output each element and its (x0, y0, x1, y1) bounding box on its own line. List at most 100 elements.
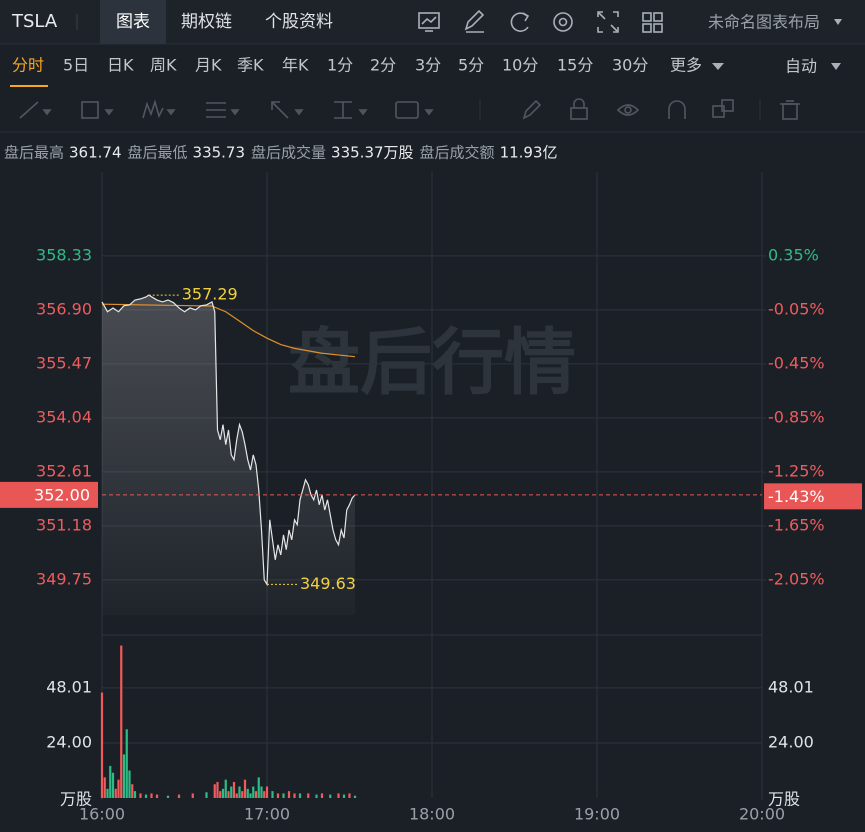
period[interactable]: 分时 (12, 56, 44, 75)
info-label: 盘后最高 (4, 144, 64, 162)
last-change-label: -1.43% (768, 487, 825, 506)
volume-bar (144, 794, 148, 798)
period[interactable]: 月K (195, 56, 222, 75)
last-change-badge (764, 483, 862, 510)
period[interactable]: 周K (150, 56, 177, 75)
y2-tick-label: -0.45% (768, 354, 825, 373)
y-tick-label: 356.90 (36, 299, 92, 318)
volume-tick-label: 24.00 (46, 732, 92, 751)
tool-pen[interactable] (522, 99, 542, 120)
volume-bar (120, 645, 123, 798)
volume-bar (133, 791, 137, 798)
y-tick-label: 354.04 (36, 407, 92, 426)
period[interactable]: 2分 (370, 56, 396, 75)
price-area (102, 295, 355, 615)
tool-arrow[interactable] (271, 101, 304, 119)
tab[interactable]: 图表 (116, 12, 150, 32)
period[interactable]: 10分 (502, 56, 538, 75)
volume-bar (287, 791, 291, 798)
period-right[interactable]: 自动 (785, 57, 817, 76)
volume-bar (265, 786, 269, 798)
y2-tick-label: -2.05% (768, 570, 825, 589)
period[interactable]: 季K (237, 56, 264, 75)
tool-line[interactable] (19, 101, 52, 119)
volume-bar (224, 779, 227, 798)
volume-bar (298, 793, 302, 798)
volume-bar (191, 793, 194, 798)
volume-bar (271, 791, 274, 798)
volume-bar (243, 779, 247, 798)
toolbar-icons (418, 9, 842, 70)
tool-measure[interactable] (334, 101, 368, 119)
volume-bar (114, 788, 117, 798)
chart-icon[interactable] (418, 12, 440, 32)
volume-bar (348, 793, 351, 798)
dropdown-arrow (712, 63, 724, 70)
info-label: 盘后成交量 (251, 144, 326, 162)
layout-name[interactable]: 未命名图表布局 (708, 13, 820, 32)
volume-bar (155, 794, 159, 798)
x-tick-label: 19:00 (574, 805, 620, 824)
refresh-icon[interactable] (510, 12, 530, 32)
volume-bar (230, 786, 233, 798)
volume-bar (249, 793, 252, 798)
fullscreen-icon[interactable] (597, 11, 619, 33)
info-value: 11.93亿 (500, 144, 558, 162)
period[interactable]: 1分 (327, 56, 353, 75)
tool-magnet[interactable] (668, 100, 686, 119)
settings-icon[interactable] (553, 12, 573, 32)
tab[interactable]: 期权链 (181, 12, 232, 32)
volume-bar (219, 791, 222, 798)
layout-icon[interactable] (642, 12, 663, 33)
tool-delete[interactable] (780, 100, 800, 120)
y2-tick-label: 0.35% (768, 245, 819, 264)
drawing-tools (19, 98, 800, 120)
y2-tick-label: -1.25% (768, 462, 825, 481)
period[interactable]: 5分 (458, 56, 484, 75)
tool-lock[interactable] (570, 98, 588, 120)
volume-unit: 万股 (60, 790, 92, 809)
volume-bar (177, 794, 181, 798)
volume-bar (232, 781, 236, 798)
tool-pattern[interactable] (142, 99, 176, 119)
volume-bar (282, 793, 285, 798)
volume-bar (353, 795, 357, 798)
x-tick-label: 18:00 (409, 805, 455, 824)
volume-bar (260, 786, 263, 798)
volume-bar (205, 792, 208, 798)
volume-tick-label: 48.01 (46, 677, 92, 696)
low-label: 349.63 (300, 574, 356, 593)
period[interactable]: 年K (282, 56, 309, 75)
info-value: 335.37万股 (331, 144, 414, 162)
period[interactable]: 30分 (612, 56, 648, 75)
period[interactable]: 5日 (63, 56, 89, 75)
y-tick-label: 352.61 (36, 461, 92, 480)
tool-rect[interactable] (81, 101, 114, 119)
volume-bar (103, 777, 106, 798)
volume-bar (216, 781, 219, 798)
high-label: 357.29 (182, 285, 238, 304)
period[interactable]: 15分 (557, 56, 593, 75)
volume-bar (246, 788, 249, 798)
volume-bar (241, 791, 244, 798)
tool-text[interactable] (395, 101, 434, 119)
volume-bar (213, 784, 216, 798)
dropdown-arrow (831, 63, 841, 70)
volume-bar (109, 765, 112, 798)
period[interactable]: 更多 (670, 56, 702, 75)
volume-bar (329, 794, 332, 798)
y-tick-label: 349.75 (36, 569, 92, 588)
draw-icon[interactable] (464, 9, 485, 33)
average-line (101, 303, 356, 358)
volume-bar (254, 791, 258, 798)
volume-bar (257, 777, 260, 798)
last-price-badge (0, 481, 98, 508)
period[interactable]: 3分 (415, 56, 441, 75)
tool-eye[interactable] (616, 104, 640, 116)
tab[interactable]: 个股资料 (265, 12, 333, 32)
volume-bar (117, 779, 120, 798)
tool-layers[interactable] (712, 99, 734, 118)
period[interactable]: 日K (107, 56, 134, 75)
tool-fib[interactable] (206, 102, 240, 118)
volume-bar (221, 788, 225, 798)
